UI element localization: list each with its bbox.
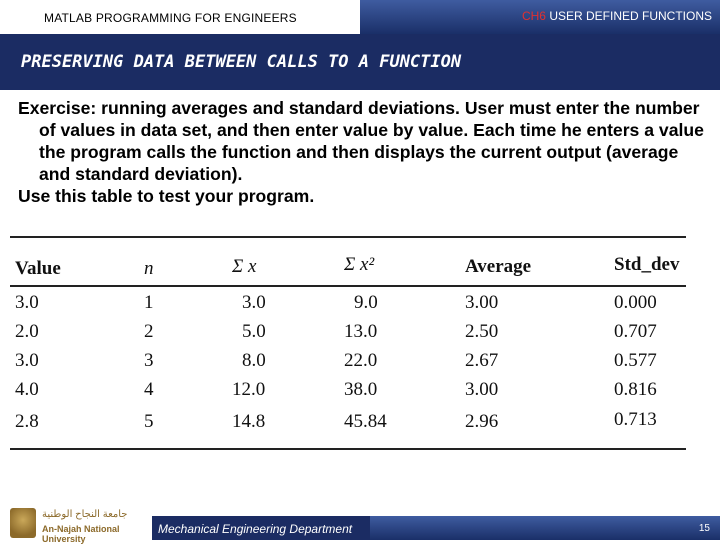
chapter-number: CH6 — [521, 9, 546, 23]
page-number: 15 — [698, 523, 710, 534]
cell-std-dev: 0.000 — [614, 292, 657, 313]
page-number-bar: 15 — [370, 516, 720, 540]
header-average: Average — [465, 256, 532, 277]
cell-n: 3 — [144, 350, 154, 371]
cell-value: 3.0 — [15, 292, 39, 313]
slide-body: Exercise: running averages and standard … — [18, 97, 713, 207]
test-data-table: Value n Σ x Σ x² Average Std_dev 3.0 1 3… — [10, 236, 686, 450]
header-sum-x: Σ x — [232, 256, 257, 277]
cell-std-dev: 0.816 — [614, 379, 657, 400]
cell-average: 3.00 — [465, 292, 499, 313]
course-title: MATLAB PROGRAMMING FOR ENGINEERS — [44, 11, 297, 25]
cell-sum-x: 14.8 — [232, 411, 266, 432]
header-chapter-area: CH6 USER DEFINED FUNCTIONS — [360, 0, 720, 34]
cell-sum-x2: 22.0 — [344, 350, 378, 371]
cell-n: 5 — [144, 411, 154, 432]
department-name: Mechanical Engineering Department — [158, 522, 353, 536]
header-course-area: MATLAB PROGRAMMING FOR ENGINEERS — [0, 0, 360, 34]
slide-title-bar: PRESERVING DATA BETWEEN CALLS TO A FUNCT… — [0, 34, 720, 90]
cell-sum-x2: 38.0 — [344, 379, 378, 400]
header-std-dev: Std_dev — [614, 254, 680, 275]
slide-title: PRESERVING DATA BETWEEN CALLS TO A FUNCT… — [21, 52, 462, 72]
cell-value: 4.0 — [15, 379, 39, 400]
exercise-paragraph: Exercise: running averages and standard … — [18, 98, 704, 184]
cell-sum-x: 3.0 — [242, 292, 266, 313]
cell-sum-x2: 9.0 — [354, 292, 378, 313]
table-header-rule — [10, 285, 686, 287]
cell-sum-x2: 45.84 — [344, 411, 387, 432]
university-name-arabic: جامعة النجاح الوطنية — [42, 509, 128, 520]
department-bar: Mechanical Engineering Department — [152, 516, 370, 540]
cell-n: 4 — [144, 379, 154, 400]
cell-sum-x2: 13.0 — [344, 321, 378, 342]
chapter-title: USER DEFINED FUNCTIONS — [549, 9, 712, 23]
cell-sum-x: 8.0 — [242, 350, 266, 371]
cell-average: 3.00 — [465, 379, 499, 400]
cell-value: 2.0 — [15, 321, 39, 342]
header-n: n — [144, 258, 154, 279]
cell-sum-x: 12.0 — [232, 379, 266, 400]
cell-value: 3.0 — [15, 350, 39, 371]
cell-average: 2.50 — [465, 321, 499, 342]
cell-value: 2.8 — [15, 411, 39, 432]
cell-average: 2.67 — [465, 350, 499, 371]
header-value: Value — [15, 258, 61, 279]
instruction-paragraph: Use this table to test your program. — [18, 186, 315, 206]
university-logo: جامعة النجاح الوطنية An-Najah National U… — [8, 504, 150, 544]
header-sum-x2: Σ x² — [344, 254, 375, 275]
table-top-rule — [10, 236, 686, 238]
table-bottom-rule — [10, 448, 686, 450]
cell-n: 1 — [144, 292, 154, 313]
cell-n: 2 — [144, 321, 154, 342]
university-name-english: An-Najah National University — [42, 524, 120, 544]
cell-average: 2.96 — [465, 411, 499, 432]
cell-std-dev: 0.577 — [614, 350, 657, 371]
cell-std-dev: 0.707 — [614, 321, 657, 342]
cell-std-dev: 0.713 — [614, 409, 657, 430]
cell-sum-x: 5.0 — [242, 321, 266, 342]
university-emblem-icon — [10, 508, 36, 538]
